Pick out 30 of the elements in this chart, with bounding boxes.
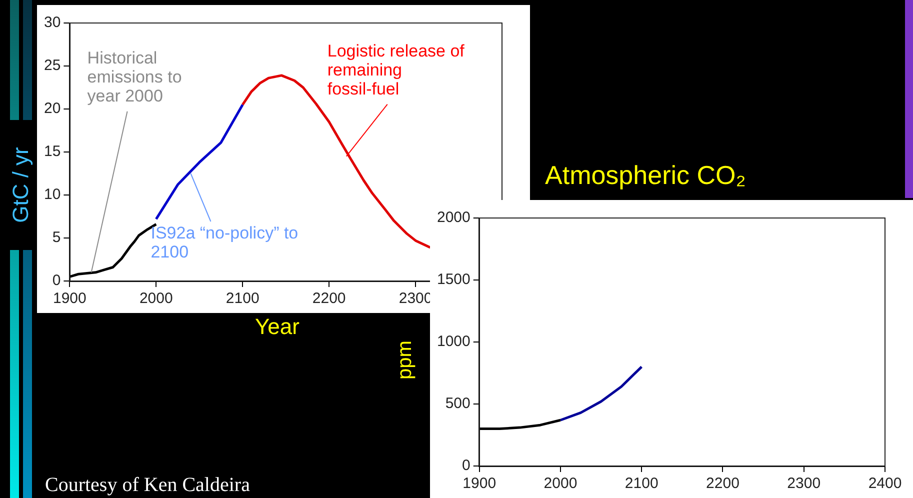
y-axis-title: ppm bbox=[393, 320, 417, 400]
y-tick-label: 20 bbox=[44, 100, 61, 118]
x-tick-label: 2200 bbox=[706, 475, 740, 492]
y-tick-label: 2000 bbox=[436, 209, 470, 226]
x-axis-title: Year bbox=[255, 314, 300, 340]
x-tick-label: 2400 bbox=[868, 475, 902, 492]
x-tick-label: 2300 bbox=[787, 475, 821, 492]
y-tick-label: 25 bbox=[44, 57, 61, 74]
y-tick-label: 0 bbox=[462, 457, 470, 474]
annotation: Logistic release of remaining fossil-fuel bbox=[327, 41, 465, 98]
y-tick-label: 0 bbox=[52, 272, 61, 290]
y-axis-title: GtC / yr bbox=[8, 120, 34, 250]
x-tick-label: 1900 bbox=[462, 475, 496, 492]
annotation: Historical emissions to year 2000 bbox=[87, 48, 182, 106]
y-tick-label: 15 bbox=[44, 143, 61, 160]
chart-title: Atmospheric CO₂ bbox=[545, 160, 746, 191]
x-tick-label: 2000 bbox=[544, 475, 578, 492]
y-tick-label: 5 bbox=[52, 229, 61, 246]
x-tick-label: 2100 bbox=[226, 290, 260, 308]
x-tick-label: 2200 bbox=[312, 290, 346, 308]
x-tick-label: 2000 bbox=[139, 290, 173, 308]
annotation: IS92a “no-policy” to 2100 bbox=[150, 224, 298, 262]
text: Courtesy of Ken Caldeira bbox=[45, 474, 250, 497]
y-tick-label: 10 bbox=[44, 186, 61, 204]
x-tick-label: 1900 bbox=[52, 290, 86, 308]
y-tick-label: 30 bbox=[44, 14, 61, 32]
x-tick-label: 2100 bbox=[624, 475, 658, 492]
y-tick-label: 500 bbox=[445, 395, 470, 412]
y-tick-label: 1500 bbox=[436, 271, 470, 288]
y-tick-label: 1000 bbox=[436, 333, 470, 350]
